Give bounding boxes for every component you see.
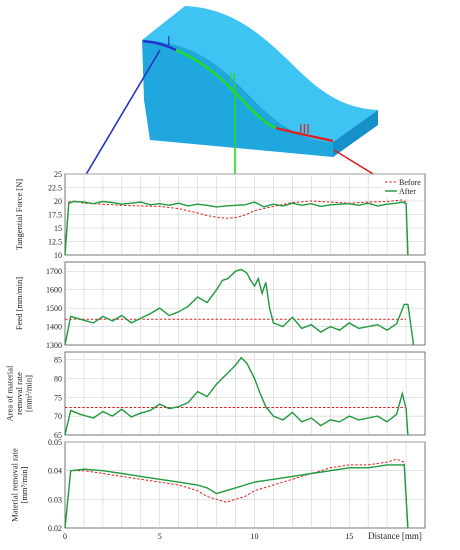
workpiece-illustration: I II III [76, 6, 399, 212]
workpiece-top-face [142, 6, 378, 142]
y-axis-label: removal rate [14, 372, 24, 415]
workpiece-front-face [142, 40, 333, 157]
chart-panel-1: 10 12.5 15 17.5 20 22.5 25 Tangential Force [N] [14, 170, 426, 260]
chart-panel-2: 1300 1400 1500 1600 1700 Feed [mm/min] [14, 261, 426, 350]
y-tick-label: 0.04 [48, 467, 62, 476]
segment-ii-path [175, 48, 277, 130]
y-tick-label: 1500 [46, 304, 62, 313]
y-tick-label: 1300 [46, 341, 62, 350]
workpiece-side-face [333, 110, 378, 157]
y-tick-label: 0.03 [48, 495, 62, 504]
y-tick-label: 75 [54, 393, 62, 402]
legend-label-before: Before [399, 178, 421, 187]
segment-label-ii: II [229, 70, 236, 85]
x-tick-label: 0 [63, 532, 67, 541]
y-tick-label: 17.5 [48, 211, 62, 220]
series-line-after [64, 200, 409, 256]
segment-i-path [142, 39, 177, 52]
segment-iii-path [275, 126, 334, 143]
y-axis-label: [mm³/min] [19, 466, 29, 503]
y-tick-label: 15 [54, 224, 62, 233]
y-tick-label: 12.5 [48, 238, 62, 247]
x-tick-label: 10 [250, 532, 258, 541]
y-axis-label: Material removal rate [9, 448, 19, 522]
y-axis-label: Feed [mm/min] [14, 277, 24, 330]
y-tick-label: 0.02 [48, 524, 62, 533]
chart-panel-4: 0.02 0.03 0.04 0.05 Material removal rate [mm… [9, 438, 426, 533]
series-line-after [64, 464, 409, 529]
y-tick-label: 1400 [46, 323, 62, 332]
x-tick-label: 15 [345, 532, 353, 541]
y-tick-label: 0.05 [48, 438, 62, 447]
y-axis-label: Tangential Force [N] [14, 179, 24, 250]
series-line-before [64, 458, 409, 529]
y-tick-label: 65 [54, 431, 62, 440]
y-tick-label: 70 [54, 412, 62, 421]
chart-panel-3: 65 70 75 80 85 Area of material removal rate [m… [5, 351, 426, 440]
y-tick-label: 1600 [46, 286, 62, 295]
x-tick-label: 5 [158, 532, 162, 541]
y-tick-label: 25 [54, 170, 62, 179]
x-axis-label: Distance [mm] [368, 531, 422, 541]
y-tick-label: 85 [54, 356, 62, 365]
plot-area [64, 351, 426, 436]
y-axis-label: [mm²/min] [24, 375, 34, 412]
segment-label-i: I [167, 33, 171, 48]
series-line-before [64, 199, 409, 250]
charts-container: 10 12.5 15 17.5 20 22.5 25 Tangential Force [N]… [5, 170, 426, 541]
plot-area [64, 261, 426, 346]
y-axis-label: Area of material [5, 365, 15, 421]
y-tick-label: 80 [54, 374, 62, 383]
arrow-segment-i [76, 49, 161, 191]
y-tick-label: 22.5 [48, 184, 62, 193]
series-line-after [64, 268, 415, 346]
series-line-after [64, 356, 409, 436]
y-tick-label: 20 [54, 197, 62, 206]
y-tick-label: 10 [54, 251, 62, 260]
y-tick-label: 1700 [46, 267, 62, 276]
segment-label-iii: III [299, 121, 310, 136]
legend-label-after: After [399, 187, 416, 196]
